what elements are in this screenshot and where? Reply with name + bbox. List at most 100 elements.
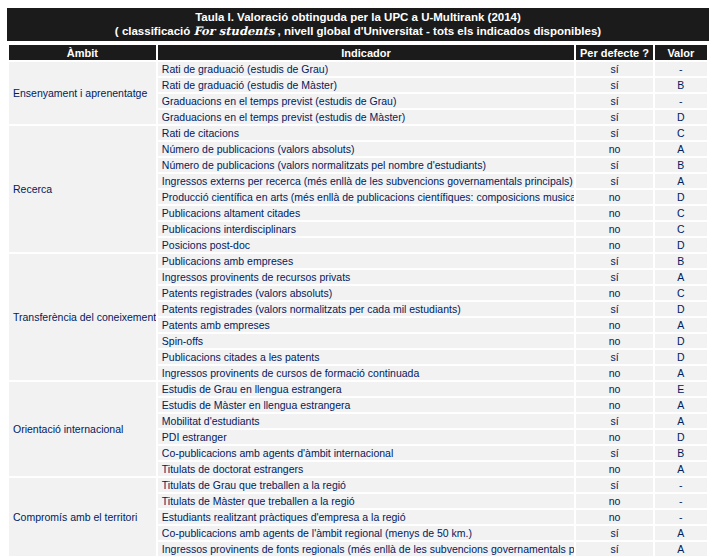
per-defecte-cell: sí [576, 94, 652, 108]
per-defecte-cell: sí [576, 446, 652, 460]
indicator-cell: Titulats de Màster que treballen a la re… [158, 494, 574, 508]
valor-cell: B [655, 446, 707, 460]
column-header-per-defecte: Per defecte ? [576, 45, 652, 60]
indicator-cell: Posicions post-doc [158, 238, 574, 252]
table-row: RecercaRati de citacionssíC [9, 126, 707, 140]
indicator-cell: Ingressos provinents de fonts regionals … [158, 542, 574, 556]
ambit-cell: Ensenyament i aprenentatge [9, 62, 156, 124]
valor-cell: A [655, 398, 707, 412]
table-body: Ensenyament i aprenentatgeRati de gradua… [9, 62, 707, 556]
indicator-cell: Co-publicacions amb agents de l'àmbit re… [158, 526, 574, 540]
table-title-line1: Taula I. Valoració obtinguda per la UPC … [7, 10, 709, 24]
title-line2-classification: For students [193, 24, 274, 38]
valor-cell: A [655, 414, 707, 428]
indicator-cell: Rati de citacions [158, 126, 574, 140]
valor-cell: D [655, 238, 707, 252]
indicator-cell: Publicacions citades a les patents [158, 350, 574, 364]
valor-cell: A [655, 270, 707, 284]
per-defecte-cell: no [576, 382, 652, 396]
indicator-cell: Número de publicacions (valors normalitz… [158, 158, 574, 172]
per-defecte-cell: sí [576, 158, 652, 172]
per-defecte-cell: no [576, 398, 652, 412]
page: Taula I. Valoració obtinguda per la UPC … [0, 0, 716, 557]
per-defecte-cell: sí [576, 110, 652, 124]
per-defecte-cell: no [576, 206, 652, 220]
column-header-indicador: Indicador [158, 45, 574, 60]
indicator-cell: Graduacions en el temps previst (estudis… [158, 94, 574, 108]
valor-cell: D [655, 334, 707, 348]
title-line2-suffix: , nivell global d'Universitat - tots els… [274, 25, 601, 37]
valor-cell: A [655, 462, 707, 476]
per-defecte-cell: no [576, 318, 652, 332]
valuation-table: Àmbit Indicador Per defecte ? Valor Ense… [7, 43, 709, 557]
per-defecte-cell: no [576, 142, 652, 156]
per-defecte-cell: sí [576, 174, 652, 188]
indicator-cell: Estudiants realitzant pràctiques d'empre… [158, 510, 574, 524]
table-header: Àmbit Indicador Per defecte ? Valor [9, 45, 707, 60]
valor-cell: A [655, 366, 707, 380]
valor-cell: D [655, 430, 707, 444]
indicator-cell: Co-publicacions amb agents d'àmbit inter… [158, 446, 574, 460]
indicator-cell: Titulats de doctorat estrangers [158, 462, 574, 476]
valor-cell: E [655, 382, 707, 396]
indicator-cell: Ingressos provinents de cursos de formac… [158, 366, 574, 380]
valor-cell: B [655, 158, 707, 172]
indicator-cell: Producció científica en arts (més enllà … [158, 190, 574, 204]
ambit-cell: Recerca [9, 126, 156, 252]
per-defecte-cell: no [576, 430, 652, 444]
indicator-cell: Patents registrades (valors normalitzats… [158, 302, 574, 316]
column-header-valor: Valor [655, 45, 707, 60]
indicator-cell: Estudis de Màster en llengua estrangera [158, 398, 574, 412]
valor-cell: D [655, 350, 707, 364]
per-defecte-cell: sí [576, 78, 652, 92]
per-defecte-cell: no [576, 366, 652, 380]
column-header-ambit: Àmbit [9, 45, 156, 60]
indicator-cell: PDI estranger [158, 430, 574, 444]
indicator-cell: Publicacions amb empreses [158, 254, 574, 268]
valor-cell: - [655, 94, 707, 108]
header-row: Àmbit Indicador Per defecte ? Valor [9, 45, 707, 60]
valor-cell: B [655, 78, 707, 92]
valor-cell: C [655, 126, 707, 140]
indicator-cell: Patents amb empreses [158, 318, 574, 332]
indicator-cell: Spin-offs [158, 334, 574, 348]
per-defecte-cell: no [576, 510, 652, 524]
indicator-cell: Publicacions interdisciplinars [158, 222, 574, 236]
per-defecte-cell: sí [576, 302, 652, 316]
valor-cell: D [655, 302, 707, 316]
valor-cell: - [655, 510, 707, 524]
indicator-cell: Rati de graduació (estudis de Grau) [158, 62, 574, 76]
ambit-cell: Orientació internacional [9, 382, 156, 476]
valor-cell: - [655, 478, 707, 492]
table-row: Ensenyament i aprenentatgeRati de gradua… [9, 62, 707, 76]
valor-cell: A [655, 174, 707, 188]
indicator-cell: Graduacions en el temps previst (estudis… [158, 110, 574, 124]
per-defecte-cell: sí [576, 526, 652, 540]
valor-cell: - [655, 494, 707, 508]
per-defecte-cell: sí [576, 542, 652, 556]
ambit-cell: Transferència del coneixement [9, 254, 156, 380]
valor-cell: A [655, 526, 707, 540]
indicator-cell: Rati de graduació (estudis de Màster) [158, 78, 574, 92]
indicator-cell: Mobilitat d'estudiants [158, 414, 574, 428]
per-defecte-cell: sí [576, 126, 652, 140]
table-row: Transferència del coneixementPublicacion… [9, 254, 707, 268]
ambit-cell: Compromís amb el territori [9, 478, 156, 556]
valor-cell: D [655, 110, 707, 124]
indicator-cell: Ingressos provinents de recursos privats [158, 270, 574, 284]
valor-cell: - [655, 62, 707, 76]
per-defecte-cell: no [576, 286, 652, 300]
per-defecte-cell: no [576, 334, 652, 348]
valor-cell: D [655, 190, 707, 204]
valor-cell: C [655, 222, 707, 236]
per-defecte-cell: no [576, 190, 652, 204]
indicator-cell: Número de publicacions (valors absoluts) [158, 142, 574, 156]
table-row: Orientació internacionalEstudis de Grau … [9, 382, 707, 396]
indicator-cell: Publicacions altament citades [158, 206, 574, 220]
valor-cell: A [655, 542, 707, 556]
table-row: Compromís amb el territoriTitulats de Gr… [9, 478, 707, 492]
per-defecte-cell: no [576, 238, 652, 252]
valor-cell: C [655, 286, 707, 300]
indicator-cell: Titulats de Grau que treballen a la regi… [158, 478, 574, 492]
indicator-cell: Patents registrades (valors absoluts) [158, 286, 574, 300]
